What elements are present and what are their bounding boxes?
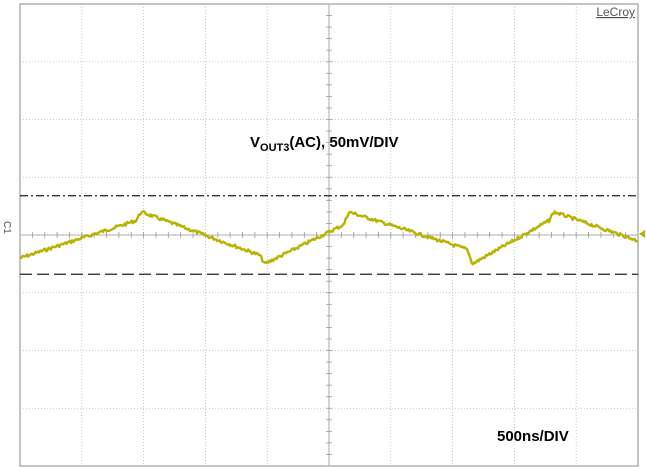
channel-marker: C1 [1,221,12,234]
channel-label-base: V [250,134,260,151]
channel-label-rest: (AC), 50mV/DIV [289,134,398,151]
vout3-trace [19,210,639,266]
timebase-label: 500ns/DIV [497,428,569,445]
trigger-level-marker[interactable] [639,229,645,238]
channel-label: VOUT3(AC), 50mV/DIV [250,134,399,154]
channel-label-sub: OUT3 [260,142,289,154]
center-axis-ticks [19,3,639,467]
brand-logo: LeCroy [596,5,635,19]
